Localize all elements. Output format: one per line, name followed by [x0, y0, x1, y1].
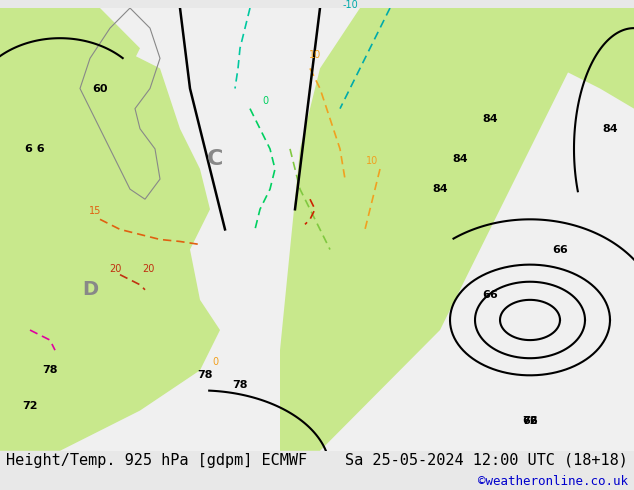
Text: 10: 10 — [366, 156, 378, 166]
Text: 15: 15 — [89, 206, 101, 216]
Text: ©weatheronline.co.uk: ©weatheronline.co.uk — [477, 474, 628, 488]
Text: -10: -10 — [342, 0, 358, 10]
Text: 60: 60 — [93, 83, 108, 94]
Text: 84: 84 — [482, 114, 498, 123]
Polygon shape — [0, 8, 140, 98]
Text: 0: 0 — [262, 96, 268, 106]
Text: D: D — [82, 280, 98, 299]
Text: 0: 0 — [212, 357, 218, 368]
Text: 10: 10 — [309, 50, 321, 60]
Text: 84: 84 — [452, 154, 468, 164]
Polygon shape — [360, 8, 634, 109]
Text: C: C — [207, 149, 223, 169]
Text: 84: 84 — [432, 184, 448, 194]
Text: Height/Temp. 925 hPa [gdpm] ECMWF: Height/Temp. 925 hPa [gdpm] ECMWF — [6, 453, 307, 468]
Text: 72: 72 — [522, 416, 538, 426]
Text: 78: 78 — [197, 370, 213, 380]
Text: Sa 25-05-2024 12:00 UTC (18+18): Sa 25-05-2024 12:00 UTC (18+18) — [345, 453, 628, 468]
Text: 78: 78 — [42, 365, 58, 375]
Polygon shape — [0, 8, 220, 451]
Text: 72: 72 — [22, 400, 38, 411]
Polygon shape — [280, 8, 600, 451]
Text: 66: 66 — [522, 416, 538, 426]
Text: 6 6: 6 6 — [25, 144, 45, 154]
Text: 20: 20 — [142, 264, 154, 274]
Text: 78: 78 — [232, 380, 248, 391]
Text: 84: 84 — [602, 124, 618, 134]
Text: 66: 66 — [482, 290, 498, 300]
Text: 20: 20 — [109, 264, 121, 274]
Text: 66: 66 — [552, 245, 568, 254]
